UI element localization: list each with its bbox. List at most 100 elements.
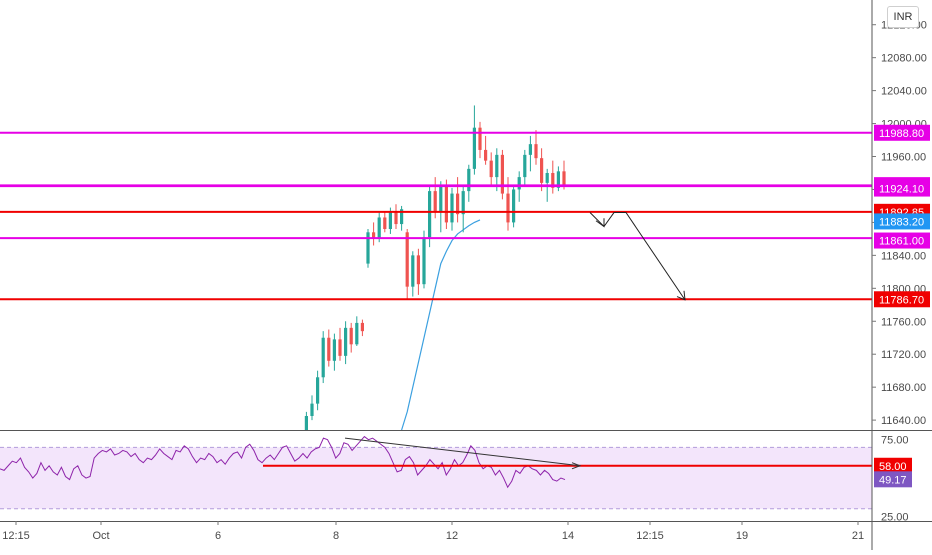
time-tick-label: 12 xyxy=(446,530,458,542)
candle-body xyxy=(495,154,499,178)
moving-average-layer xyxy=(401,219,481,431)
candle-body xyxy=(372,232,376,239)
candlestick-layer xyxy=(304,105,566,430)
price-tick-label: 11840.00 xyxy=(881,250,926,262)
candle-body xyxy=(484,149,488,161)
candle xyxy=(327,329,331,367)
candle-body xyxy=(461,191,465,215)
candle xyxy=(428,185,432,248)
candle xyxy=(489,152,493,186)
level-label: 11861.00 xyxy=(874,232,930,249)
candle-body xyxy=(355,322,359,345)
candle xyxy=(472,105,476,175)
candle xyxy=(556,166,560,192)
candle xyxy=(394,204,398,230)
candle-body xyxy=(344,327,348,356)
oscillator-line xyxy=(0,435,566,489)
projection-path xyxy=(589,212,686,301)
oscillator-tick-label: 25.00 xyxy=(881,511,909,523)
candle-body xyxy=(472,127,476,169)
candle-body xyxy=(444,185,448,223)
candle xyxy=(540,148,544,192)
level-label-bg xyxy=(874,180,930,197)
candle-body xyxy=(489,160,493,178)
candle xyxy=(344,321,348,365)
oscillator-level-label-text: 58.00 xyxy=(879,461,907,473)
candle xyxy=(372,222,376,246)
level-label-text: 11924.10 xyxy=(879,184,924,196)
candle-body xyxy=(338,339,342,356)
candle-body xyxy=(388,212,392,230)
candle xyxy=(400,205,404,231)
candle xyxy=(495,148,499,192)
candle xyxy=(512,185,516,228)
candle-body xyxy=(332,339,336,361)
time-tick-label: 6 xyxy=(215,530,221,542)
candle xyxy=(528,135,532,172)
candle xyxy=(422,230,426,289)
candle-body xyxy=(366,232,370,264)
price-tick-label: 12040.00 xyxy=(881,86,927,98)
moving-average-line xyxy=(401,219,481,431)
candle-body xyxy=(416,255,420,285)
level-label-bg xyxy=(874,232,930,249)
price-tick-label: 11680.00 xyxy=(881,382,926,394)
candle xyxy=(467,164,471,202)
candle xyxy=(316,370,320,411)
oscillator-last-label-bg xyxy=(874,471,912,488)
candle-body xyxy=(405,232,409,287)
currency-label: INR xyxy=(893,11,913,23)
candle xyxy=(360,319,364,337)
candle xyxy=(405,229,409,300)
candle-body xyxy=(433,191,437,213)
moving-average-label: 11883.20 xyxy=(874,213,930,230)
candle-body xyxy=(310,403,314,416)
candle-body xyxy=(422,237,426,285)
arrow-head-down xyxy=(595,218,605,228)
candle xyxy=(338,327,342,361)
candle-body xyxy=(456,193,460,215)
oscillator-band xyxy=(0,447,872,509)
candle xyxy=(450,187,454,231)
candle xyxy=(366,229,370,268)
currency-badge[interactable]: INR xyxy=(887,6,919,28)
candle-body xyxy=(450,193,454,223)
horizontal-levels-layer xyxy=(0,131,872,301)
price-labels-layer: 11988.8011925.2511924.1011892.8511883.20… xyxy=(874,124,930,308)
candle-body xyxy=(349,327,353,345)
candle-body xyxy=(360,322,364,332)
candle xyxy=(478,121,482,159)
moving-average-label-bg xyxy=(874,213,930,230)
level-label-bg xyxy=(874,124,930,141)
candle xyxy=(444,179,448,230)
candle-body xyxy=(467,168,471,192)
candle-body xyxy=(439,185,443,213)
candle-body xyxy=(327,337,331,361)
candle-body xyxy=(400,209,404,225)
candle xyxy=(355,316,359,346)
candle-body xyxy=(394,212,398,225)
candle-body xyxy=(321,337,325,378)
candle-body xyxy=(545,172,549,183)
price-tick-label: 11760.00 xyxy=(881,316,926,328)
level-label-bg xyxy=(874,291,930,308)
candle-body xyxy=(540,158,544,183)
candle-body xyxy=(500,154,504,194)
time-tick-label: 19 xyxy=(736,530,748,542)
price-tick-label: 11960.00 xyxy=(881,152,926,164)
candle xyxy=(411,251,415,297)
level-label: 11988.80 xyxy=(874,124,930,141)
level-label: 11924.10 xyxy=(874,180,930,197)
candle-body xyxy=(562,171,566,186)
time-tick-label: 21 xyxy=(852,530,864,542)
candle-body xyxy=(377,217,381,239)
candle xyxy=(484,135,488,165)
candle xyxy=(439,181,443,233)
candle-body xyxy=(512,189,516,223)
time-axis: 12:15 Oct 6 8 12 14 12:15 19 21 xyxy=(2,521,864,542)
candle-body xyxy=(316,377,320,404)
candle-body xyxy=(528,144,532,155)
